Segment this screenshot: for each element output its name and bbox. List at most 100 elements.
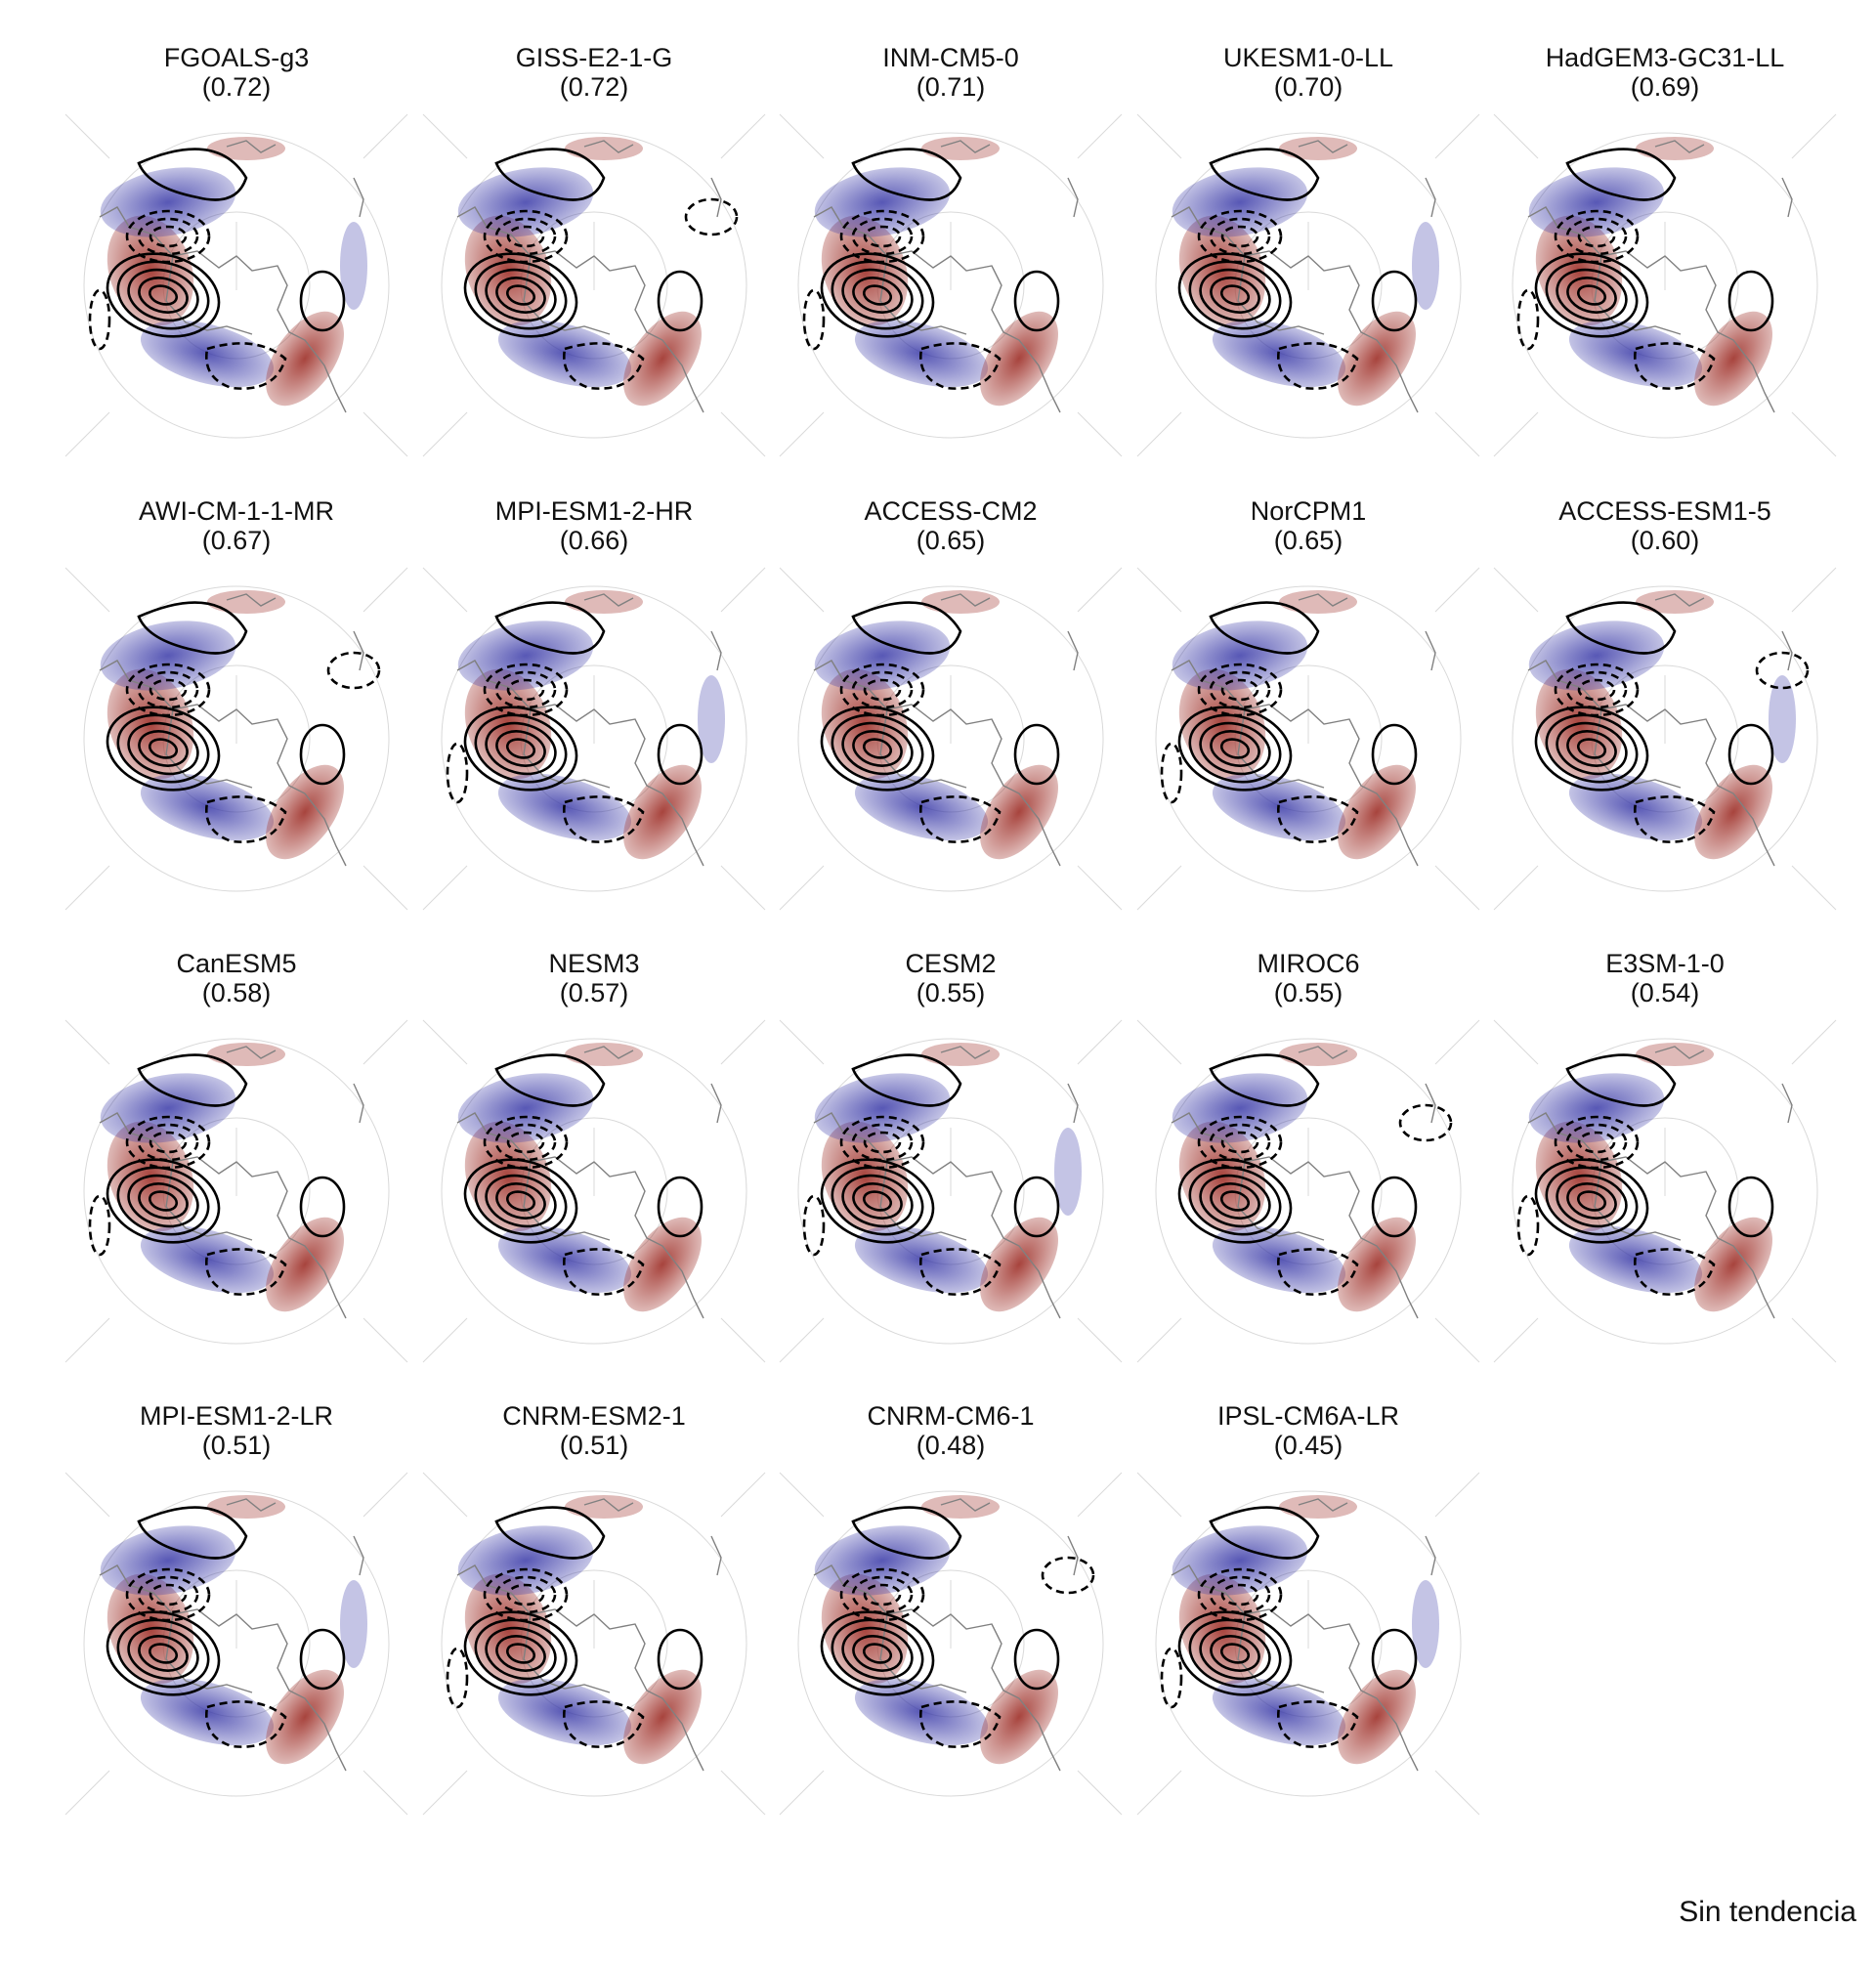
positive-contour — [852, 730, 903, 767]
contours — [446, 1506, 704, 1748]
positive-anomaly — [921, 590, 1000, 614]
map-panel: FGOALS-g3 (0.72) — [61, 43, 412, 473]
panel-title: CanESM5 (0.58) — [61, 949, 412, 1007]
model-name: ACCESS-CM2 — [864, 496, 1038, 526]
negative-anomaly — [340, 1580, 367, 1668]
positive-anomaly — [980, 1217, 1058, 1312]
model-score: (0.51) — [559, 1431, 629, 1460]
positive-contour — [1566, 277, 1617, 314]
negative-contour — [863, 678, 902, 702]
model-score: (0.58) — [201, 978, 272, 1007]
negative-contour — [1554, 663, 1640, 717]
shaded-anomalies — [457, 1043, 702, 1312]
positive-contour — [1210, 1635, 1260, 1672]
positive-contour — [831, 713, 924, 784]
negative-contour — [483, 1115, 569, 1170]
positive-anomaly — [1694, 764, 1772, 860]
positive-contour — [1727, 1176, 1774, 1238]
positive-contour — [1177, 1610, 1293, 1696]
positive-contour — [494, 148, 606, 201]
positive-contour — [474, 1618, 568, 1689]
model-score: (0.51) — [201, 1431, 272, 1460]
negative-contour — [1577, 225, 1616, 248]
negative-anomaly — [457, 1525, 594, 1596]
positive-contour — [485, 1174, 557, 1228]
positive-contour — [1177, 706, 1293, 792]
map-panel: MIROC6 (0.55) — [1132, 949, 1484, 1379]
positive-anomaly — [1338, 1669, 1416, 1765]
negative-contour — [506, 678, 545, 702]
negative-anomaly — [457, 167, 594, 237]
map-panel: CNRM-CM6-1 (0.48) — [775, 1401, 1127, 1831]
negative-contour — [125, 1115, 211, 1170]
negative-contour — [839, 1115, 925, 1170]
positive-anomaly — [565, 137, 643, 160]
positive-contour — [862, 284, 893, 306]
map-panel: INM-CM5-0 (0.71) — [775, 43, 1127, 473]
negative-contour — [483, 1567, 569, 1622]
polar-map — [64, 567, 408, 911]
positive-contour — [137, 1053, 248, 1107]
positive-anomaly — [623, 1217, 702, 1312]
map-panel: HadGEM3-GC31-LL (0.69) — [1489, 43, 1841, 473]
panel-title: HadGEM3-GC31-LL (0.69) — [1489, 43, 1841, 102]
model-score: (0.45) — [1273, 1431, 1343, 1460]
coastline — [99, 593, 364, 867]
positive-contour — [1576, 738, 1607, 759]
polar-map — [1136, 1472, 1480, 1816]
negative-contour — [1197, 1567, 1283, 1622]
positive-anomaly — [266, 764, 344, 860]
positive-contour — [1534, 252, 1649, 338]
positive-contour — [657, 1628, 704, 1691]
coastline — [456, 140, 722, 413]
negative-contour — [1276, 795, 1359, 843]
model-name: AWI-CM-1-1-MR — [139, 496, 334, 526]
negative-contour — [1554, 209, 1640, 264]
positive-contour — [463, 706, 578, 792]
model-score: (0.72) — [559, 72, 629, 102]
negative-contour — [562, 1248, 645, 1296]
negative-contour — [851, 217, 914, 256]
positive-contour — [1188, 1166, 1282, 1236]
coastline — [456, 593, 722, 867]
positive-contour — [1534, 706, 1649, 792]
negative-contour — [802, 288, 826, 351]
negative-contour — [1160, 1647, 1183, 1709]
positive-contour — [474, 713, 568, 784]
contours — [88, 1053, 346, 1296]
graticule — [1493, 567, 1837, 911]
negative-contour — [204, 1248, 287, 1296]
contours — [1177, 1053, 1453, 1296]
contours — [820, 601, 1060, 843]
negative-contour — [1398, 1103, 1453, 1142]
positive-contour — [851, 601, 962, 655]
negative-contour — [494, 217, 557, 256]
negative-contour — [506, 1583, 545, 1606]
negative-anomaly — [1412, 1580, 1439, 1668]
model-name: IPSL-CM6A-LR — [1216, 1401, 1400, 1431]
negative-anomaly — [1172, 1525, 1308, 1596]
positive-contour — [1566, 1182, 1617, 1220]
negative-anomaly — [1528, 167, 1665, 237]
positive-contour — [841, 1626, 914, 1681]
positive-contour — [1199, 721, 1271, 776]
panel-title: AWI-CM-1-1-MR (0.67) — [61, 496, 412, 555]
positive-contour — [127, 268, 199, 322]
positive-anomaly — [266, 1669, 344, 1765]
polar-map — [1136, 567, 1480, 911]
polar-map — [1136, 1019, 1480, 1363]
positive-contour — [505, 1190, 536, 1212]
positive-anomaly — [207, 137, 285, 160]
negative-contour — [851, 1575, 914, 1614]
negative-anomaly — [1054, 1128, 1082, 1216]
contours — [1534, 601, 1810, 843]
positive-contour — [820, 1158, 935, 1244]
shaded-anomalies — [1172, 137, 1439, 407]
negative-contour — [839, 1567, 925, 1622]
negative-contour — [1633, 795, 1716, 843]
negative-contour — [918, 342, 1002, 390]
negative-contour — [483, 663, 569, 717]
map-panel: NorCPM1 (0.65) — [1132, 496, 1484, 926]
negative-contour — [506, 225, 545, 248]
panel-title: ACCESS-CM2 (0.65) — [775, 496, 1127, 555]
